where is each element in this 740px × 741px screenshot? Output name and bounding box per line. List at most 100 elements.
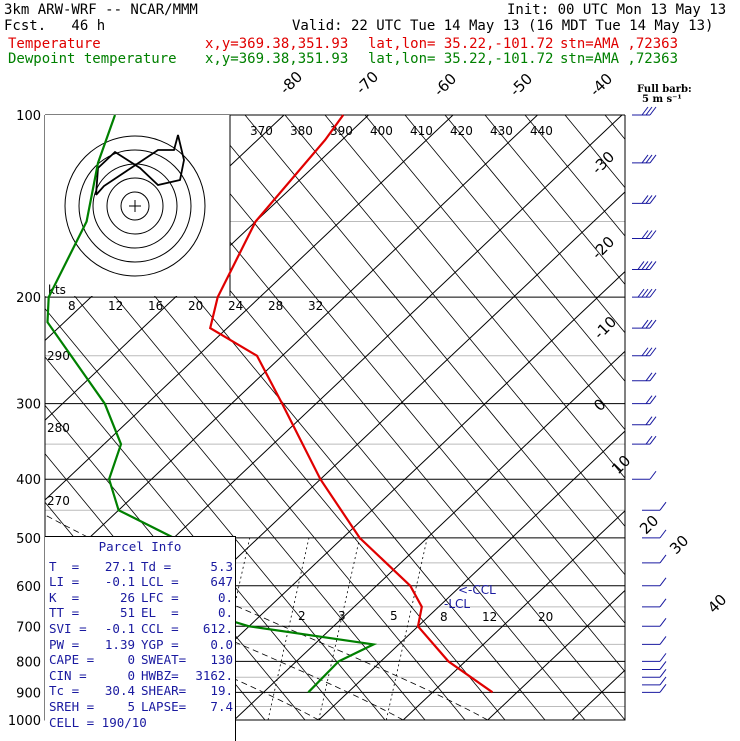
dry-adiabat-line [164,115,625,673]
parcel-key: SREH = [49,698,95,714]
parcel-value: -0.1 [104,574,135,590]
wind-barb-flag [659,554,667,564]
wind-barb-flag [645,230,653,239]
wind-barb-flag [659,577,667,587]
isotherm-line [149,270,625,720]
barb-key-unit: 5 m s⁻¹ [642,94,682,105]
mixing-ratio-label: 3 [338,609,346,623]
wind-barb-flag [659,598,667,608]
dewpoint-station: stn=AMA ,72363 [560,51,679,67]
temperature-profile [208,114,494,694]
theta-label: 410 [410,124,433,138]
forecast-hour: Fcst. 46 h [4,18,106,34]
isotherm-line [318,430,625,720]
isotherm-line [45,115,538,581]
parcel-row: SREH = 5 LAPSE= 7.4 [45,699,235,715]
init-time: Init: 00 UTC Mon 13 May 13 [507,2,727,18]
pressure-tick-label: 100 [16,109,41,124]
dry-adiabat-line [404,115,625,382]
parcel-info-rows: T = 27.1 Td = 5.3 LI = -0.1 LCL = 647 K = 26 LFC =… [45,559,235,715]
parcel-value: 3162. [195,667,233,683]
wind-barb-flag [641,319,649,329]
parcel-value: -0.1 [104,620,135,636]
dry-adiabat-line [45,307,386,720]
parcel-key: K = [49,589,80,605]
mixing-ratio-label: 8 [440,610,448,624]
hodograph-speed-label: 28 [268,299,283,313]
wind-barb-flag [645,372,653,382]
parcel-value: 1.39 [104,636,135,652]
pressure-tick-label: 500 [16,532,41,547]
wind-barb-flag [641,106,649,116]
wind-barb-flag [649,395,657,404]
wind-barb-flag [649,106,657,116]
hodograph-trace [95,134,185,196]
temperature-tick-label: -40 [586,70,616,100]
temperature-tick-label: -80 [276,68,306,98]
hodograph-speed-label: 32 [308,299,323,313]
parcel-key: LCL = [141,574,179,590]
parcel-value: 7.4 [210,698,233,714]
parcel-key: CIN = [49,667,87,683]
theta-label: 420 [450,124,473,138]
mixing-ratio-line [318,537,361,720]
dry-adiabat-line [324,115,625,479]
dry-adiabat-line [524,115,625,237]
parcel-key: SVI = [49,620,87,636]
valid-time: Valid: 22 UTC Tue 14 May 13 (16 MDT Tue … [292,18,714,34]
parcel-value: 130 [210,652,233,668]
hodograph-speed-label: 16 [148,299,163,313]
theta-label: 390 [330,124,353,138]
parcel-key: TT = [49,605,80,621]
parcel-row: K = 26 LFC = 0. [45,590,235,606]
parcel-key: LI = [49,574,80,590]
dry-adiabat-line [45,356,346,720]
isotherm-line [657,115,740,720]
parcel-row: CAPE = 0 SWEAT= 130 [45,652,235,668]
wind-barb-flag [649,435,657,445]
parcel-info-title: Parcel Info [98,539,182,554]
parcel-value: 612. [202,620,233,636]
moist-adiabat-line [45,595,319,720]
parcel-value: 27.1 [104,558,135,574]
moist-adiabat-line [45,514,488,720]
wind-barb-flag [659,684,667,693]
parcel-value: 0.0 [210,636,233,652]
mixing-ratio-line [267,537,310,720]
parcel-key: CAPE = [49,652,95,668]
wind-barb-flag [645,106,653,116]
parcel-key: EL = [141,605,179,621]
temperature-xy: x,y=369.38,351.93 [205,36,349,52]
wind-barb-flag [641,154,649,164]
dry-adiabat-line [244,115,625,576]
parcel-value: 0. [217,589,233,605]
mixing-ratio-label: 5 [390,609,398,623]
lcl-annotation: -LCL [444,597,470,611]
pressure-tick-label: 600 [16,580,41,595]
dry-adiabat-line [204,115,625,624]
wind-barb-flag [645,154,653,164]
wind-barb-flag [637,261,645,270]
dry-adiabat-line [284,115,625,528]
dewpoint-xy: x,y=369.38,351.93 [205,51,349,67]
parcel-value: 0 [127,652,135,668]
wind-barb-flag [659,676,667,686]
parcel-key: SHEAR= [141,683,187,699]
pressure-tick-label: 400 [16,473,41,488]
parcel-value: 19. [210,683,233,699]
wind-barb-flag [645,435,653,445]
theta-label: 440 [530,124,553,138]
wind-barb-flag [645,195,653,204]
hodograph-ring [120,191,150,221]
temperature-legend-label: Temperature [8,36,101,52]
wind-barb-flag [645,319,653,329]
parcel-cell: CELL = 190/10 [49,714,147,730]
parcel-value: 30.4 [104,683,135,699]
dry-adiabat-line [45,259,426,720]
temperature-tick-label: 20 [636,512,662,538]
wind-barb-flag [641,195,649,204]
hodograph-ring [106,177,164,235]
isotherm-line [402,510,625,720]
mixing-ratio-label: 12 [482,610,497,624]
theta-label: 370 [250,124,273,138]
